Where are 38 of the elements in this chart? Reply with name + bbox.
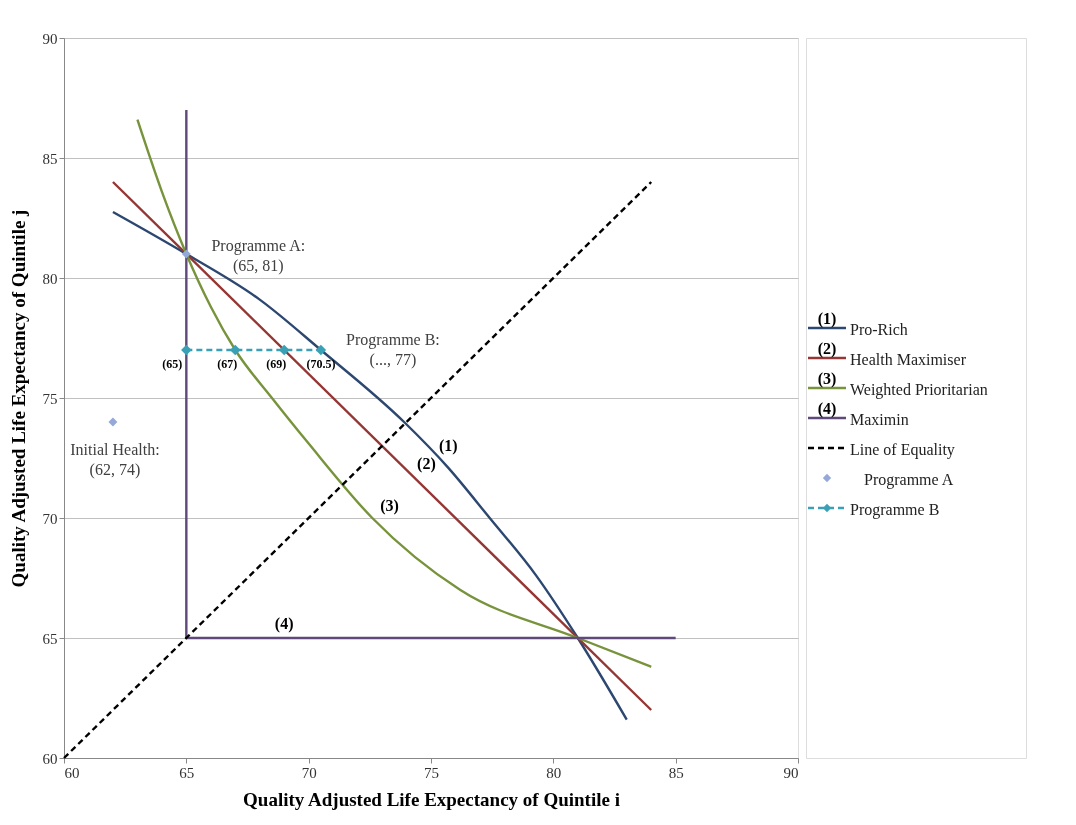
y-axis-title: Quality Adjusted Life Expectancy of Quintile j [7, 209, 29, 588]
annotation: (4) [274, 615, 294, 633]
annotation: (65) [162, 357, 183, 371]
x-tick-label: 85 [668, 764, 684, 781]
annotation: (3) [380, 497, 399, 515]
x-tick-label: 80 [546, 764, 562, 781]
legend-label: Maximin [850, 411, 909, 428]
annotation: (2) [417, 455, 436, 473]
x-tick-label: 65 [179, 764, 195, 781]
annotation: Initial Health: (62, 74) [70, 441, 160, 479]
y-tick-label: 80 [42, 270, 58, 287]
annotation: Programme A: (65, 81) [211, 237, 306, 275]
legend-label: Weighted Prioritarian [850, 381, 988, 399]
y-tick-label: 65 [42, 630, 58, 647]
x-axis-title: Quality Adjusted Life Expectancy of Quintile i [243, 788, 620, 810]
annotation: (70.5) [306, 357, 336, 371]
annotation: (67) [217, 357, 238, 371]
y-tick-label: 70 [42, 510, 58, 527]
y-tick-label: 90 [42, 30, 58, 47]
x-tick-label: 70 [301, 764, 317, 781]
x-tick-label: 75 [424, 764, 439, 781]
annotation: (69) [266, 357, 287, 371]
legend-label: Programme B [850, 501, 940, 519]
y-tick-label: 60 [42, 750, 58, 767]
legend-label: Pro-Rich [850, 321, 908, 338]
legend-label: Programme A [864, 471, 954, 489]
annotation: (1) [439, 437, 458, 455]
y-tick-label: 85 [42, 150, 58, 167]
y-tick-label: 75 [42, 390, 58, 407]
text: (1) [817, 310, 837, 328]
x-tick-label: 60 [64, 764, 80, 781]
legend-label: Line of Equality [850, 441, 955, 459]
x-tick-label: 90 [783, 764, 799, 781]
text: (4) [817, 400, 837, 418]
text: (2) [817, 340, 837, 358]
annotation: Programme B: (..., 77) [346, 331, 440, 369]
text: (3) [817, 370, 837, 388]
legend-label: Health Maximiser [850, 351, 967, 368]
